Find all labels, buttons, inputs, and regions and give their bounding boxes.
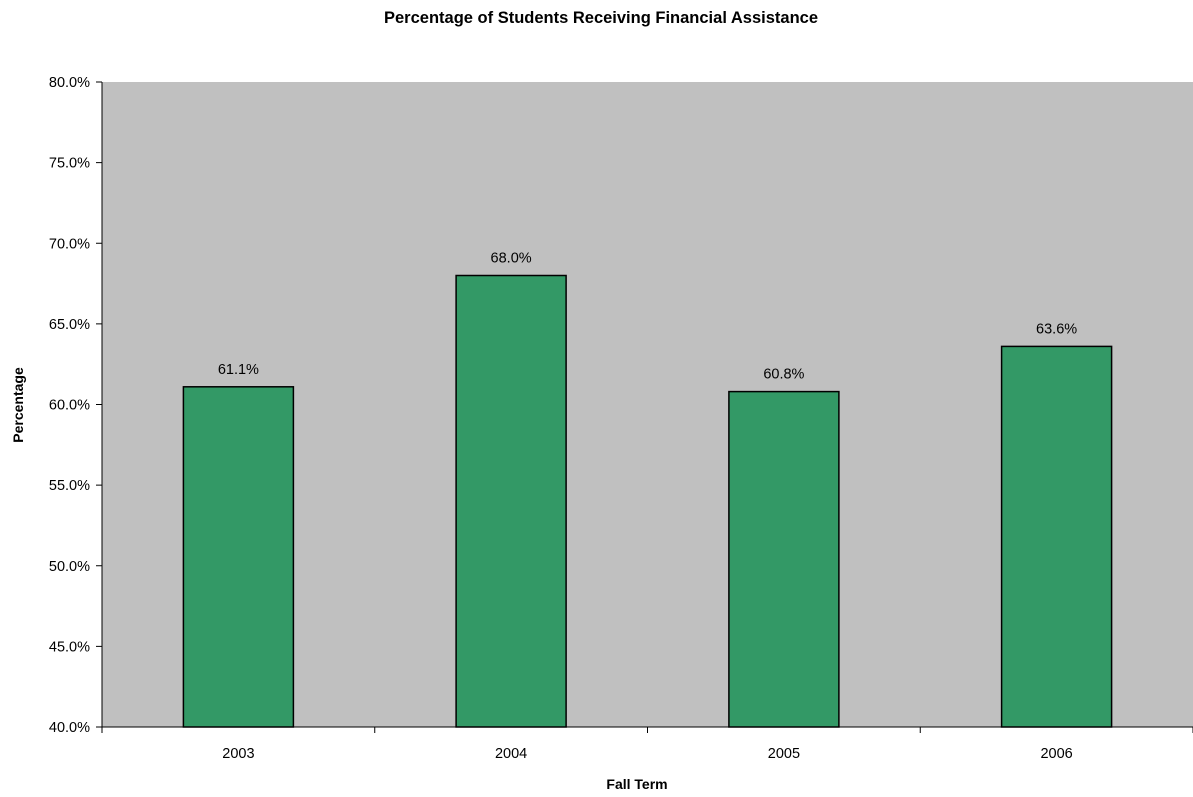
x-tick-label-2005: 2005 xyxy=(768,746,800,762)
x-tick-label-2003: 2003 xyxy=(222,746,254,762)
y-tick-label: 45.0% xyxy=(49,639,90,655)
y-tick-label: 50.0% xyxy=(49,559,90,575)
y-tick-label: 70.0% xyxy=(49,236,90,252)
bar-2003 xyxy=(182,386,295,728)
data-label-2003: 61.1% xyxy=(218,362,259,378)
data-label-2004: 68.0% xyxy=(491,251,532,267)
x-tick-label-2004: 2004 xyxy=(495,746,527,762)
y-tick-label: 40.0% xyxy=(49,720,90,736)
bar-2004 xyxy=(455,274,567,728)
data-label-2005: 60.8% xyxy=(763,367,804,383)
y-tick-label: 60.0% xyxy=(49,398,90,414)
y-tick-label: 65.0% xyxy=(49,317,90,333)
bar-2005 xyxy=(728,390,840,728)
y-axis-label: Percentage xyxy=(10,367,26,443)
data-label-2006: 63.6% xyxy=(1036,321,1077,337)
bars-layer: 61.1% 68.0% 60.8% 63.6% xyxy=(182,251,1113,728)
y-tick-label: 80.0% xyxy=(49,75,90,91)
chart-title: Percentage of Students Receiving Financi… xyxy=(384,9,818,27)
y-tick-label: 55.0% xyxy=(49,478,90,494)
x-axis-label: Fall Term xyxy=(606,776,667,792)
x-tick-label-2006: 2006 xyxy=(1040,746,1072,762)
y-tick-label: 75.0% xyxy=(49,156,90,172)
bar-2006 xyxy=(1000,345,1113,728)
axes-layer: 2003 2004 2005 2006 40.0% 45.0% 50.0% 55.0% 60.0… xyxy=(49,75,1193,762)
